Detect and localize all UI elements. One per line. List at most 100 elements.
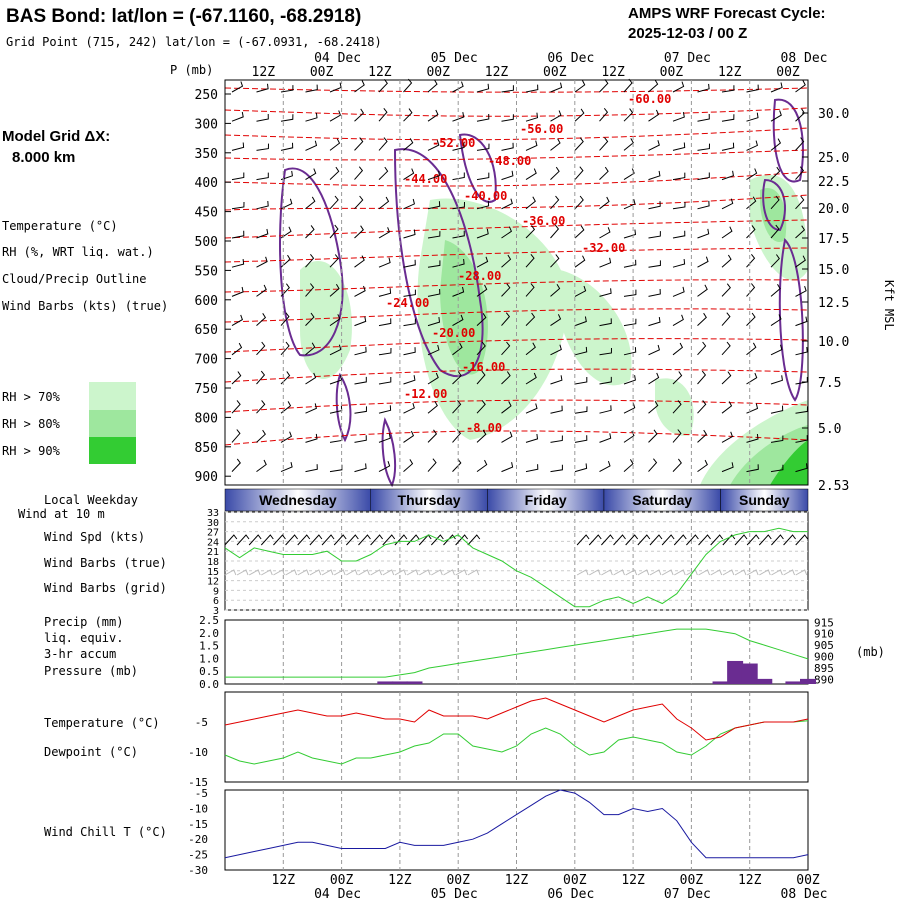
wind-barb: [599, 227, 611, 239]
wind-barb: [354, 255, 365, 268]
wind-barb: [795, 406, 808, 414]
wind-barb: [476, 284, 488, 297]
temperature-panel: -5 -10 -15 Temperature (°C) Dewpoint (°C): [44, 691, 809, 789]
wind-barb: [697, 200, 710, 210]
wind-barb: [256, 256, 268, 268]
wind-barb: [574, 377, 588, 385]
wind-barb: [525, 196, 536, 210]
wind-barb: [672, 112, 685, 122]
surface-barb: [686, 534, 699, 546]
precip-label: Precip (mm): [44, 615, 123, 629]
surface-barb: [455, 534, 469, 546]
wind-barb: [452, 314, 464, 327]
bottom-hour-label: 00Z: [330, 873, 354, 888]
surface-barb: [613, 534, 626, 546]
grid-spacing-label: Model Grid ΔX:: [2, 128, 110, 145]
wind-barb: [648, 429, 658, 443]
bottom-date-label: 05 Dec: [431, 887, 478, 900]
top-date-label: 08 Dec: [781, 51, 828, 66]
precip-bar: [377, 681, 394, 684]
wind-tick-label: 6: [213, 596, 219, 607]
wind-barb: [354, 166, 364, 180]
wind-barb: [501, 341, 511, 356]
surface-barb: [394, 534, 408, 546]
wind-barb: [427, 344, 440, 356]
wind-barb: [403, 430, 415, 443]
top-hour-label: 12Z: [718, 65, 742, 80]
wind-chill-line: [224, 789, 809, 859]
wind-barb: [231, 286, 244, 297]
wind-barb: [770, 195, 780, 210]
pressure-tick-label: 890: [814, 673, 834, 686]
wind-barb: [770, 435, 784, 443]
cycle-label: AMPS WRF Forecast Cycle:: [628, 5, 826, 22]
grid-barb: [576, 569, 589, 576]
pressure-tick-label: 350: [195, 147, 218, 162]
isotherm-label: -24.00: [386, 296, 429, 310]
wind-barb: [672, 142, 686, 151]
wind-barb: [721, 85, 735, 93]
wind-barb: [403, 229, 416, 239]
height-tick-label: 2.53: [818, 479, 849, 494]
wind-barb: [378, 137, 388, 151]
wind-barb: [329, 110, 342, 122]
wind-barb: [697, 400, 707, 414]
wind-barb: [623, 78, 633, 93]
surface-barb: [236, 534, 250, 546]
pressure-tick-label: 900: [814, 651, 834, 664]
wind-chill-label: Wind Chill T (°C): [44, 825, 167, 839]
wind-tick-label: 33: [207, 508, 219, 519]
wind-barb: [427, 288, 441, 297]
wind-barb: [525, 464, 539, 473]
wind-barb: [354, 346, 367, 356]
wind-barb: [574, 225, 585, 239]
wind-barb: [697, 143, 710, 151]
wind-barb: [427, 400, 438, 414]
surface-barb: [248, 534, 262, 546]
wind-tick-label: 30: [207, 518, 219, 529]
grid-barb: [382, 569, 395, 576]
wind-barb: [795, 285, 807, 297]
wind-barb: [795, 166, 805, 180]
grid-barb: [431, 569, 443, 576]
wind-barb: [378, 196, 390, 210]
grid-barb: [722, 569, 735, 576]
wind-barb: [697, 341, 707, 356]
wind-barb: [231, 81, 244, 93]
wind-barb: [452, 142, 465, 151]
wind-barb: [256, 200, 269, 210]
height-tick-label: 12.5: [818, 296, 849, 311]
wind-barb: [378, 318, 392, 327]
wind-barb: [231, 201, 245, 210]
wind-barb: [231, 111, 244, 122]
weekday-bar: Wednesday Thursday Friday Saturday Sunday: [224, 488, 809, 512]
surface-barb: [588, 534, 602, 546]
wind-barb: [574, 463, 588, 473]
wind-barb: [599, 376, 612, 385]
grid-barb: [686, 569, 698, 576]
wind-barb: [280, 226, 292, 239]
isotherm-label: -12.00: [404, 387, 447, 401]
wind-barb: [501, 371, 511, 385]
wind-barb: [280, 312, 290, 326]
bottom-hour-label: 12Z: [388, 873, 412, 888]
surface-barb: [333, 534, 347, 546]
wind-panel-gridlines: [225, 511, 808, 611]
wind-barb: [550, 254, 560, 268]
wind-barb: [746, 464, 759, 473]
wind-barb: [354, 406, 367, 414]
pressure-tick-label: 450: [195, 206, 218, 221]
surface-barb: [795, 534, 809, 546]
precip-ticks: 2.52.01.51.00.50.0: [199, 614, 219, 691]
precip-tick-label: 2.0: [199, 627, 219, 640]
wind-barb: [354, 195, 364, 210]
pressure-tick-label: 700: [195, 353, 218, 368]
weekday-name: Friday: [525, 492, 567, 508]
wind-barb: [452, 258, 465, 268]
surface-barb: [224, 534, 238, 546]
wind-barb: [648, 458, 658, 472]
top-hour-label: 12Z: [252, 65, 276, 80]
wind-barb: [721, 462, 734, 473]
